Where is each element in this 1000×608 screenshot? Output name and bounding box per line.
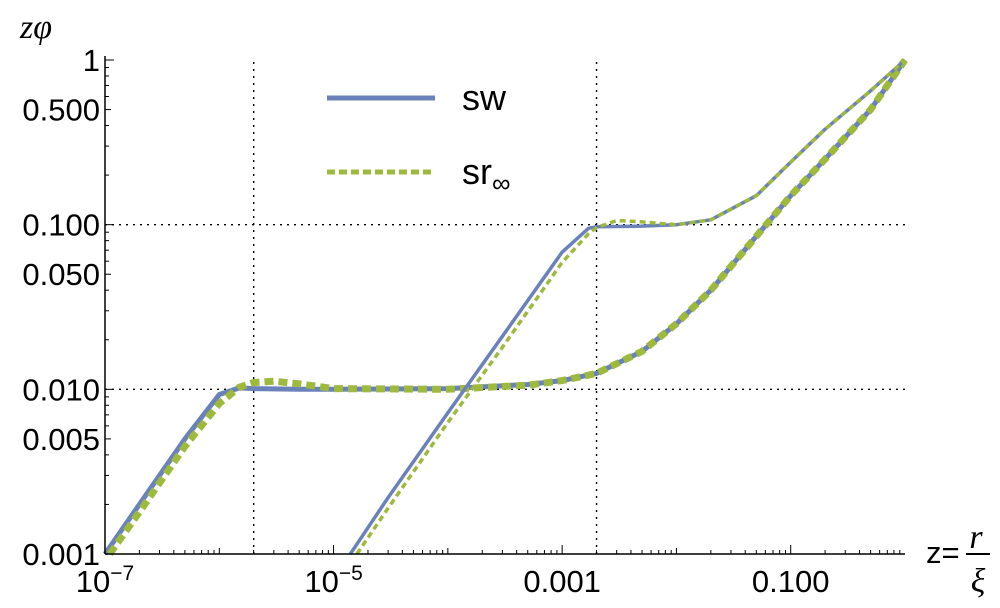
y-tick-label: 0.050 [22, 257, 100, 292]
x-axis-label: z= r ξ [926, 519, 990, 600]
x-tick-label: 0.100 [752, 564, 830, 599]
x-axis-label-prefix: z= [926, 535, 960, 570]
x-axis-label-denominator: ξ [971, 563, 986, 600]
legend: sw sr∞ [327, 77, 511, 198]
legend-label: sw [462, 77, 507, 118]
y-axis-label: zφ [19, 9, 52, 46]
y-tick-label: 0.100 [22, 208, 100, 243]
y-tick-label: 0.010 [22, 372, 100, 407]
reference-lines [105, 60, 905, 554]
x-tick-label: 10−7 [76, 562, 134, 599]
y-tick-label: 1 [83, 43, 100, 78]
series-line-sr-inf [106, 58, 908, 557]
x-tick-label: 0.001 [523, 564, 601, 599]
y-tick-label: 0.001 [22, 537, 100, 572]
series-line-sr-inf [355, 58, 907, 555]
x-axis-label-numerator: r [969, 519, 983, 556]
legend-label: sr∞ [462, 151, 511, 198]
y-tick-label: 0.500 [22, 93, 100, 128]
y-tick-label: 0.005 [22, 422, 100, 457]
series-layer [102, 58, 908, 557]
x-tick-label: 10−5 [304, 562, 362, 599]
series-line-sw [102, 58, 908, 556]
axes [104, 56, 905, 555]
